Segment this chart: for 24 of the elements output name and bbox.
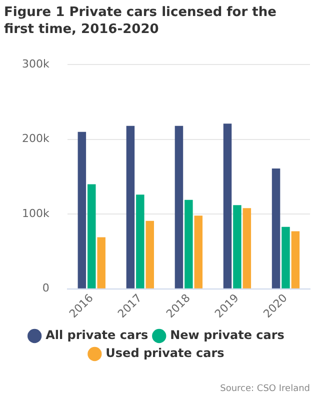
bar <box>136 194 144 288</box>
source-note: Source: CSO Ireland <box>220 384 310 394</box>
bar <box>78 132 86 288</box>
y-tick-label: 0 <box>42 282 50 295</box>
legend-label: Used private cars <box>106 346 224 360</box>
legend-label: New private cars <box>170 328 284 342</box>
y-tick-label: 300k <box>22 57 50 70</box>
bar <box>272 168 280 288</box>
bar <box>97 237 106 288</box>
bar <box>88 184 96 288</box>
bar <box>184 200 193 288</box>
bar <box>242 208 252 288</box>
bar <box>146 220 154 288</box>
bar <box>233 205 242 288</box>
bar <box>174 126 184 288</box>
bar <box>282 226 290 288</box>
y-tick-label: 100k <box>22 206 50 220</box>
bar <box>223 124 232 288</box>
bar <box>126 126 135 288</box>
bar <box>194 216 203 288</box>
y-tick-label: 200k <box>22 132 50 146</box>
legend-label: All private cars <box>46 328 148 342</box>
chart-title: Figure 1 Private cars licensed for the first time, 2016-2020 <box>4 4 278 38</box>
bar <box>291 231 300 288</box>
